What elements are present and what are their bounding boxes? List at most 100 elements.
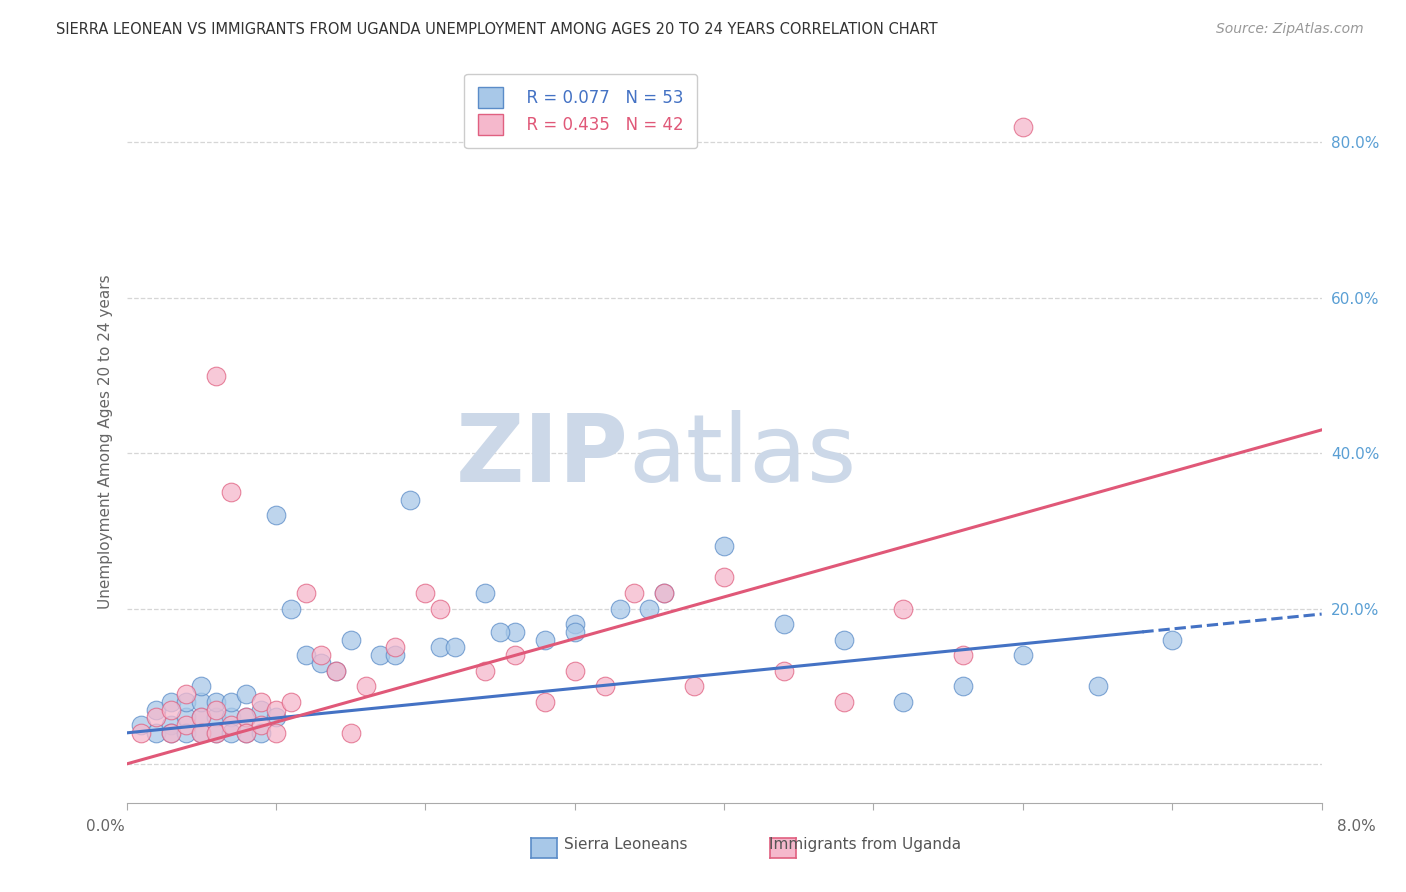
Point	[160, 702, 183, 716]
Point	[174, 718, 197, 732]
Point	[190, 726, 212, 740]
Point	[1087, 679, 1109, 693]
Point	[235, 726, 257, 740]
Point	[264, 710, 287, 724]
Point	[1161, 632, 1184, 647]
Point	[190, 726, 212, 740]
Point	[832, 632, 855, 647]
Point	[219, 485, 242, 500]
Point	[190, 710, 212, 724]
Point	[474, 664, 496, 678]
Point	[309, 656, 332, 670]
Text: ZIP: ZIP	[456, 410, 628, 502]
Point	[609, 601, 631, 615]
Point	[503, 624, 526, 639]
Text: 0.0%: 0.0%	[86, 820, 125, 834]
Text: SIERRA LEONEAN VS IMMIGRANTS FROM UGANDA UNEMPLOYMENT AMONG AGES 20 TO 24 YEARS : SIERRA LEONEAN VS IMMIGRANTS FROM UGANDA…	[56, 22, 938, 37]
Point	[533, 632, 555, 647]
Point	[325, 664, 347, 678]
Point	[564, 664, 586, 678]
Point	[160, 726, 183, 740]
Point	[533, 695, 555, 709]
Legend:   R = 0.077   N = 53,   R = 0.435   N = 42: R = 0.077 N = 53, R = 0.435 N = 42	[464, 74, 697, 148]
Point	[160, 726, 183, 740]
Point	[235, 710, 257, 724]
Point	[131, 726, 153, 740]
Point	[145, 702, 167, 716]
Point	[772, 664, 794, 678]
Point	[444, 640, 467, 655]
Point	[219, 710, 242, 724]
Point	[638, 601, 661, 615]
Point	[623, 586, 645, 600]
Point	[339, 632, 361, 647]
Point	[250, 702, 273, 716]
Point	[174, 687, 197, 701]
Point	[205, 726, 228, 740]
Point	[160, 718, 183, 732]
Point	[952, 648, 974, 663]
Point	[205, 695, 228, 709]
Point	[354, 679, 377, 693]
Point	[280, 601, 302, 615]
Point	[384, 648, 406, 663]
Point	[264, 508, 287, 523]
Point	[264, 726, 287, 740]
Point	[564, 617, 586, 632]
Point	[503, 648, 526, 663]
Point	[325, 664, 347, 678]
Point	[474, 586, 496, 600]
Y-axis label: Unemployment Among Ages 20 to 24 years: Unemployment Among Ages 20 to 24 years	[97, 274, 112, 609]
Point	[145, 710, 167, 724]
Point	[235, 687, 257, 701]
Point	[384, 640, 406, 655]
Point	[891, 695, 914, 709]
Point	[339, 726, 361, 740]
Point	[1011, 648, 1033, 663]
Point	[370, 648, 392, 663]
Point	[564, 624, 586, 639]
Point	[593, 679, 616, 693]
Text: Source: ZipAtlas.com: Source: ZipAtlas.com	[1216, 22, 1364, 37]
Point	[652, 586, 675, 600]
Point	[205, 368, 228, 383]
Point	[683, 679, 706, 693]
Point	[399, 492, 422, 507]
Point	[264, 702, 287, 716]
Point	[190, 679, 212, 693]
Point	[891, 601, 914, 615]
Point	[250, 726, 273, 740]
Text: Immigrants from Uganda: Immigrants from Uganda	[769, 838, 960, 852]
Point	[190, 695, 212, 709]
Point	[652, 586, 675, 600]
Point	[1011, 120, 1033, 134]
Point	[713, 540, 735, 554]
Point	[160, 695, 183, 709]
Point	[205, 726, 228, 740]
Point	[309, 648, 332, 663]
Text: Sierra Leoneans: Sierra Leoneans	[564, 838, 688, 852]
Point	[713, 570, 735, 584]
Point	[250, 718, 273, 732]
Point	[190, 710, 212, 724]
Point	[489, 624, 512, 639]
Point	[250, 695, 273, 709]
Point	[174, 726, 197, 740]
Point	[235, 726, 257, 740]
Point	[280, 695, 302, 709]
Point	[772, 617, 794, 632]
Point	[294, 586, 316, 600]
Point	[429, 640, 451, 655]
Point	[235, 710, 257, 724]
Point	[174, 710, 197, 724]
Point	[205, 710, 228, 724]
Point	[131, 718, 153, 732]
Text: atlas: atlas	[628, 410, 856, 502]
Point	[429, 601, 451, 615]
Point	[205, 702, 228, 716]
Point	[145, 726, 167, 740]
Point	[413, 586, 436, 600]
Point	[294, 648, 316, 663]
Point	[219, 695, 242, 709]
Point	[174, 695, 197, 709]
